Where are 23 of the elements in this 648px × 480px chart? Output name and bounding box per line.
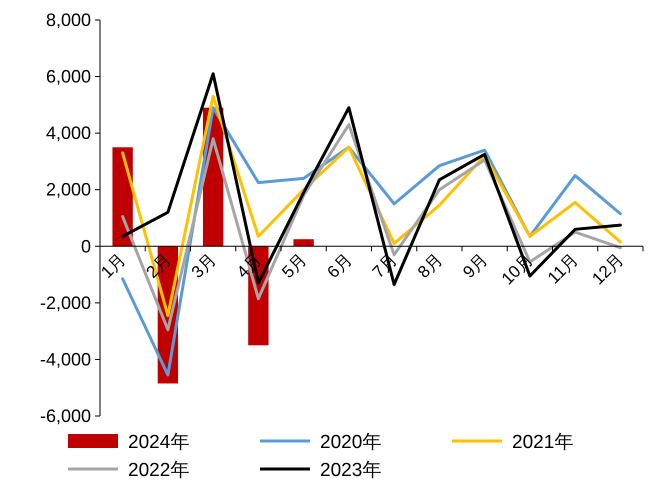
x-tick-label: 2月 [142,250,175,282]
bar [293,239,314,246]
y-tick-label: 0 [80,236,91,256]
y-tick-label: -4,000 [40,349,91,370]
x-tick-label: 8月 [414,250,446,282]
y-tick-label: 2,000 [46,180,91,200]
x-tick-label: 9月 [459,250,492,282]
y-tick-label: 4,000 [46,123,91,144]
y-tick-label: 6,000 [46,66,91,87]
y-tick-label: 8,000 [46,10,91,30]
x-tick-label: 12月 [588,250,628,289]
legend-label: 2021年 [512,432,574,453]
x-tick-label: 5月 [278,250,310,282]
x-tick-label: 6月 [324,250,356,282]
x-tick-label: 11月 [544,250,582,288]
y-tick-label: -6,000 [40,406,91,426]
legend-label: 2024年 [128,432,190,453]
legend-label: 2022年 [128,460,190,480]
legend-label: 2020年 [320,432,382,453]
x-tick-label: 1月 [97,250,130,282]
y-tick-label: -2,000 [40,292,91,313]
x-tick-label: 3月 [188,250,220,282]
legend-label: 2023年 [320,460,382,480]
